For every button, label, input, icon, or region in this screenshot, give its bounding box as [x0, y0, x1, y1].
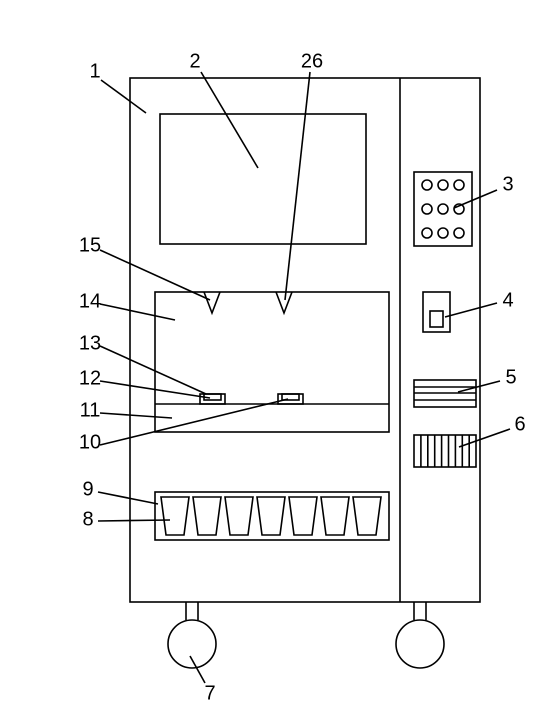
leader-8 [98, 520, 170, 521]
label-26: 26 [301, 50, 323, 72]
label-5: 5 [505, 366, 516, 388]
label-3: 3 [502, 173, 513, 195]
label-14: 14 [79, 290, 101, 312]
label-10: 10 [79, 431, 101, 453]
label-4: 4 [502, 289, 513, 311]
label-11: 11 [80, 399, 101, 421]
label-6: 6 [514, 413, 525, 435]
label-8: 8 [82, 508, 93, 530]
label-1: 1 [89, 60, 100, 82]
diagram-svg: 12263456151413121110987 [0, 0, 535, 701]
label-7: 7 [204, 682, 215, 701]
label-13: 13 [79, 332, 101, 354]
label-2: 2 [189, 50, 200, 72]
label-12: 12 [79, 367, 101, 389]
label-9: 9 [82, 478, 93, 500]
label-15: 15 [79, 234, 101, 256]
